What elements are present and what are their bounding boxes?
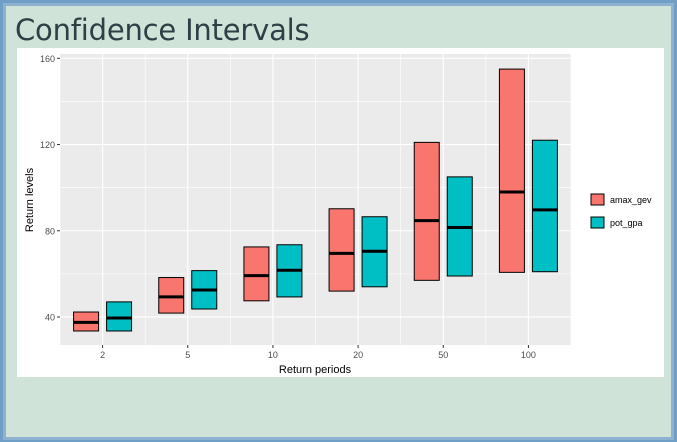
legend-key-pot_gpa bbox=[590, 216, 605, 229]
y-tick-label: 40 bbox=[45, 312, 55, 322]
crossbar-amax_gev-10 bbox=[243, 246, 270, 302]
x-axis-title: Return periods bbox=[279, 364, 352, 376]
crossbars bbox=[73, 68, 558, 332]
page-title: Confidence Intervals bbox=[15, 13, 310, 47]
x-tick-label: 100 bbox=[521, 350, 536, 360]
crossbar-amax_gev-50 bbox=[413, 141, 440, 281]
x-tick-label: 50 bbox=[438, 350, 448, 360]
crossbar-pot_gpa-100 bbox=[531, 139, 558, 273]
y-axis-title: Return levels bbox=[24, 167, 36, 232]
crossbar-amax_gev-100 bbox=[498, 68, 525, 273]
legend-label-amax_gev: amax_gev bbox=[610, 195, 652, 205]
legend-label-pot_gpa: pot_gpa bbox=[610, 218, 643, 228]
y-tick-label: 160 bbox=[40, 54, 55, 64]
x-tick-label: 2 bbox=[100, 350, 105, 360]
x-tick-label: 10 bbox=[268, 350, 278, 360]
crossbar-amax_gev-20 bbox=[328, 208, 355, 292]
x-tick-label: 20 bbox=[353, 350, 363, 360]
legend-key-amax_gev bbox=[590, 193, 605, 206]
y-tick-label: 80 bbox=[45, 226, 55, 236]
crossbar-amax_gev-5 bbox=[158, 277, 185, 314]
crossbar-pot_gpa-2 bbox=[106, 301, 133, 332]
x-tick-label: 5 bbox=[185, 350, 190, 360]
legend: amax_gev pot_gpa bbox=[590, 193, 652, 229]
app-frame: Confidence Intervals 40 80 120 160 2 5 10 20 50 1… bbox=[3, 3, 674, 440]
y-tick-label: 120 bbox=[40, 140, 55, 150]
grid-lines bbox=[59, 54, 572, 345]
confidence-interval-chart: 40 80 120 160 2 5 10 20 50 100 Return periods Ret… bbox=[24, 54, 652, 376]
axes: 40 80 120 160 2 5 10 20 50 100 bbox=[40, 54, 536, 360]
plot-panel: 40 80 120 160 2 5 10 20 50 100 Return periods Ret… bbox=[17, 48, 664, 377]
